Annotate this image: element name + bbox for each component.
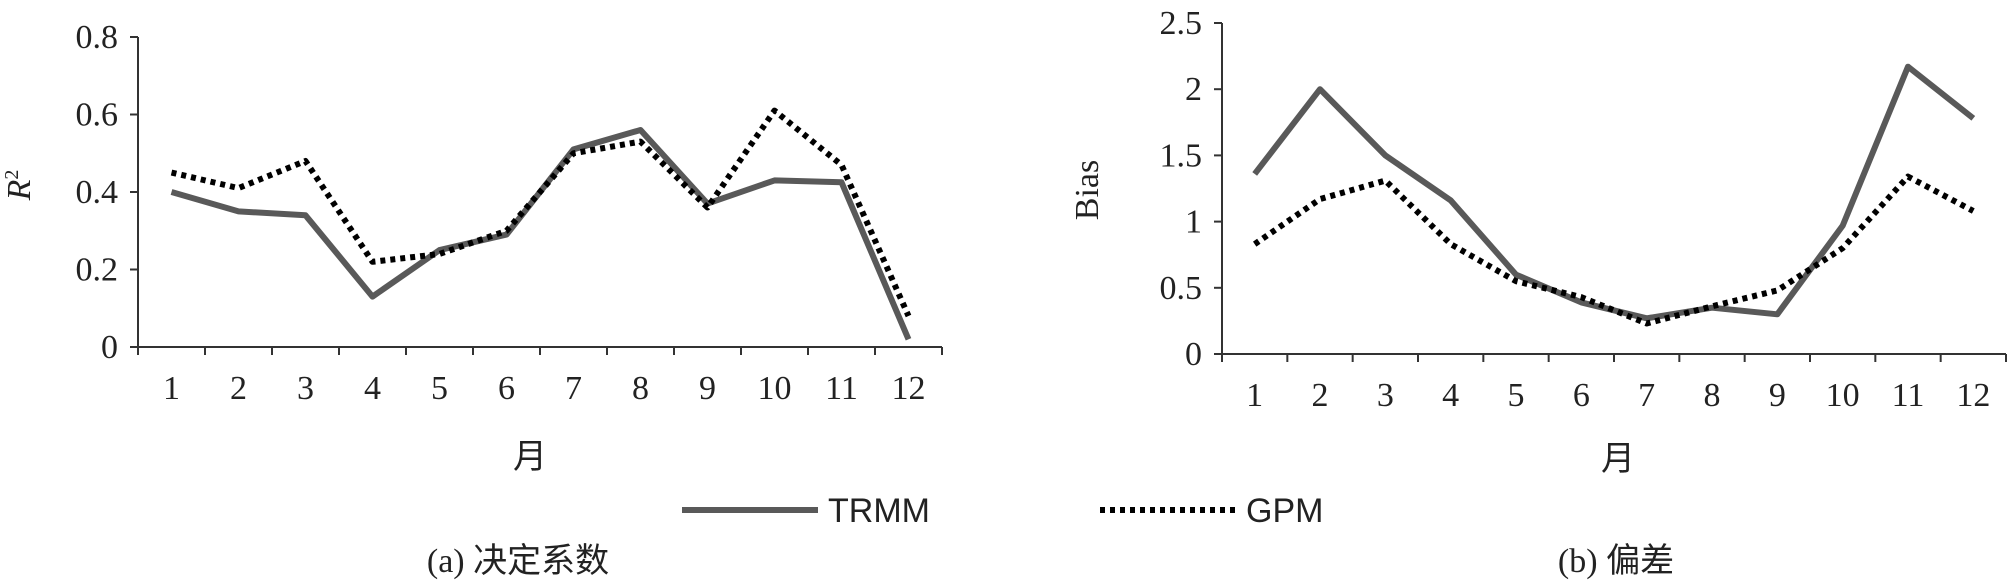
y-axis-title-a-sup: 2: [1, 170, 23, 180]
y-tick-label-a: 0.8: [76, 19, 119, 56]
x-tick-label-a: 9: [699, 370, 716, 407]
x-tick-label-b: 6: [1573, 377, 1590, 414]
x-tick-label-b: 9: [1769, 377, 1786, 414]
legend: TRMM GPM: [682, 492, 1323, 530]
y-tick-label-b: 1.5: [1160, 137, 1203, 174]
x-tick-label-a: 4: [364, 370, 381, 407]
x-tick-label-b: 1: [1246, 377, 1263, 414]
x-tick-label-b: 8: [1704, 377, 1721, 414]
y-tick-label-b: 1: [1185, 204, 1202, 241]
x-tick-label-b: 5: [1508, 377, 1525, 414]
series-line-gpm-b: [1252, 173, 1975, 327]
panel-a-r-squared: 00.20.40.60.81 2 3 4 5 6 7 8 9 10 11 12 R2 月 (a) 决定…: [1, 19, 943, 580]
x-tick-label-a: 6: [498, 370, 515, 407]
caption-a: (a) 决定系数: [427, 542, 609, 580]
series-line-gpm-a: [170, 107, 912, 318]
legend-label-trmm: TRMM: [828, 492, 930, 530]
x-tick-label-b: 3: [1377, 377, 1394, 414]
x-axis-title-a: 月: [513, 439, 547, 476]
x-tick-label-b: 12: [1956, 377, 1990, 414]
x-axis-title-b: 月: [1601, 441, 1635, 478]
y-tick-label-a: 0.2: [76, 252, 119, 289]
series-line-trmm-b: [1252, 63, 1976, 322]
y-tick-label-b: 0.5: [1160, 270, 1203, 307]
x-tick-label-a: 11: [825, 370, 858, 407]
panel-b-bias: 00.511.522.51 2 3 4 5 6 7 8 9 10 11 12 Bias 月 (b) 偏…: [1069, 5, 2007, 580]
y-axis-title-a: R2: [1, 170, 38, 202]
plot-area-b: 00.511.522.51 2 3 4 5 6 7 8 9 10 11 12: [1160, 5, 2007, 414]
series-line-trmm-a: [170, 127, 912, 341]
x-tick-label-b: 10: [1826, 377, 1860, 414]
y-tick-label-b: 0: [1185, 336, 1202, 373]
y-tick-label-a: 0.6: [76, 97, 119, 134]
x-tick-label-a: 1: [163, 370, 180, 407]
x-tick-label-b: 7: [1638, 377, 1655, 414]
y-tick-label-a: 0: [101, 329, 118, 366]
y-axis-title-a-main: R: [1, 179, 38, 201]
caption-b: (b) 偏差: [1558, 542, 1674, 580]
plot-area-a: 00.20.40.60.81 2 3 4 5 6 7 8 9 10 11 12: [76, 19, 943, 407]
y-tick-label-a: 0.4: [76, 174, 119, 211]
legend-label-gpm: GPM: [1246, 492, 1323, 530]
x-tick-label-b: 4: [1442, 377, 1459, 414]
y-tick-label-b: 2: [1185, 71, 1202, 108]
y-tick-label-b: 2.5: [1160, 5, 1203, 42]
x-tick-label-b: 11: [1892, 377, 1925, 414]
x-tick-label-b: 2: [1312, 377, 1329, 414]
x-tick-label-a: 3: [297, 370, 314, 407]
y-axis-title-b: Bias: [1069, 160, 1106, 220]
x-tick-label-a: 12: [892, 370, 926, 407]
x-tick-label-a: 2: [230, 370, 247, 407]
x-tick-label-a: 8: [632, 370, 649, 407]
x-tick-label-a: 5: [431, 370, 448, 407]
x-tick-label-a: 7: [565, 370, 582, 407]
x-tick-label-a: 10: [758, 370, 792, 407]
